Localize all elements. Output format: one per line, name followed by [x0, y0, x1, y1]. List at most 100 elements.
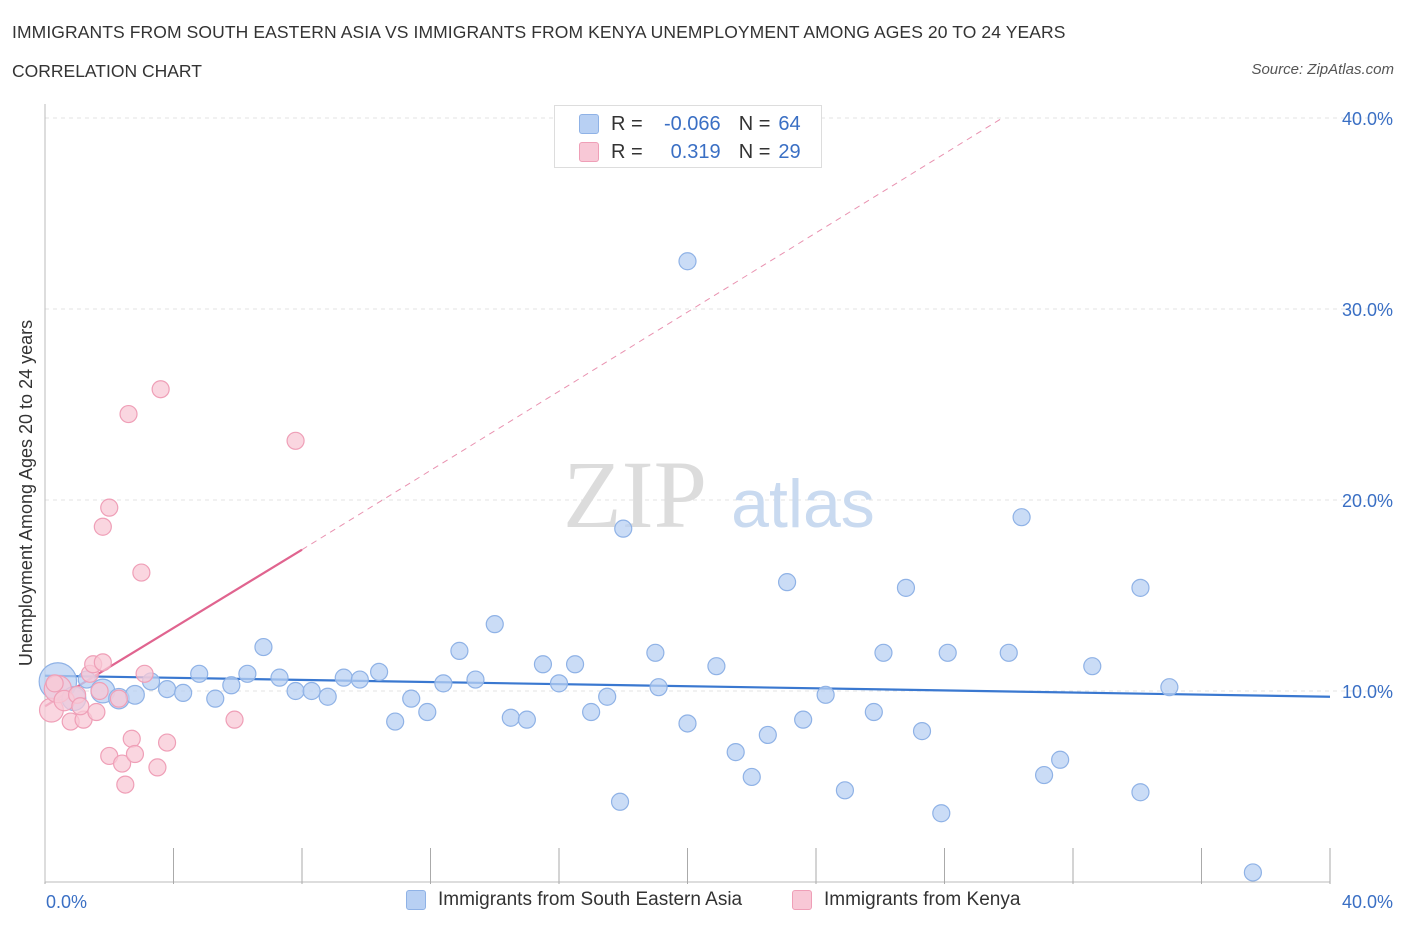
point-south-eastern-asia — [726, 743, 745, 762]
point-south-eastern-asia — [777, 573, 797, 592]
point-south-eastern-asia — [742, 767, 761, 787]
point-south-eastern-asia — [1012, 508, 1031, 527]
legend-n-label: N = — [738, 112, 771, 135]
point-south-eastern-asia — [286, 681, 305, 701]
watermark-zip: ZIP — [563, 441, 707, 548]
data-points — [38, 252, 1263, 882]
point-kenya — [148, 758, 167, 777]
trend-extension-kenya — [301, 117, 1003, 551]
point-south-eastern-asia — [678, 714, 697, 733]
legend-item-kenya: Immigrants from Kenya — [792, 889, 1020, 911]
point-south-eastern-asia — [157, 679, 177, 699]
point-south-eastern-asia — [1131, 783, 1150, 802]
y-tick-label: 40.0% — [1342, 109, 1393, 129]
point-south-eastern-asia — [434, 674, 453, 693]
legend-r-value: 0.319 — [670, 140, 721, 163]
point-south-eastern-asia — [124, 684, 145, 705]
legend-row-south-eastern-asia: R = -0.066 N = 64 — [579, 112, 801, 136]
point-south-eastern-asia — [206, 689, 225, 708]
legend-swatch-blue — [579, 114, 599, 134]
tick-labels: 10.0% 20.0% 30.0% 40.0% 0.0% 40.0% — [46, 109, 1393, 912]
point-south-eastern-asia — [896, 578, 916, 597]
trend-lines — [44, 117, 1331, 708]
point-south-eastern-asia — [386, 712, 405, 731]
legend-row-kenya: R = 0.319 N = 29 — [579, 140, 801, 164]
y-tick-label: 20.0% — [1342, 491, 1393, 511]
point-south-eastern-asia — [466, 670, 485, 689]
point-south-eastern-asia — [174, 683, 193, 703]
point-kenya — [119, 404, 138, 424]
point-south-eastern-asia — [1160, 678, 1179, 697]
point-kenya — [93, 517, 112, 536]
point-south-eastern-asia — [598, 687, 617, 706]
trend-line-south-eastern-asia — [44, 674, 1331, 698]
point-south-eastern-asia — [485, 615, 504, 634]
point-south-eastern-asia — [370, 662, 389, 682]
point-kenya — [100, 498, 119, 517]
watermark: ZIP atlas — [563, 441, 875, 548]
legend-n-value: 64 — [778, 112, 801, 135]
point-south-eastern-asia — [1034, 765, 1054, 785]
point-kenya — [71, 697, 90, 716]
legend-label-south-eastern-asia: Immigrants from South Eastern Asia — [438, 889, 743, 910]
legend-n-label: N = — [738, 140, 771, 163]
point-kenya — [132, 563, 151, 582]
point-kenya — [109, 689, 128, 708]
point-south-eastern-asia — [517, 710, 536, 729]
x-tick-label: 40.0% — [1342, 892, 1393, 912]
point-south-eastern-asia — [758, 725, 777, 745]
point-kenya — [93, 653, 112, 672]
point-kenya — [90, 681, 109, 701]
point-south-eastern-asia — [864, 702, 883, 722]
point-south-eastern-asia — [582, 702, 601, 722]
legend-swatch-blue — [406, 890, 426, 910]
axes — [44, 104, 1331, 884]
point-south-eastern-asia — [190, 664, 209, 683]
y-axis-label: Unemployment Among Ages 20 to 24 years — [16, 320, 36, 666]
point-south-eastern-asia — [238, 664, 257, 683]
point-south-eastern-asia — [1243, 863, 1263, 882]
point-south-eastern-asia — [501, 708, 520, 727]
point-kenya — [112, 754, 132, 773]
point-kenya — [135, 664, 154, 683]
point-south-eastern-asia — [318, 687, 337, 706]
point-south-eastern-asia — [610, 792, 630, 811]
legend-item-south-eastern-asia: Immigrants from South Eastern Asia — [406, 889, 742, 911]
point-south-eastern-asia — [334, 668, 353, 687]
point-south-eastern-asia — [999, 643, 1018, 662]
grid-lines — [45, 117, 1392, 692]
point-south-eastern-asia — [418, 702, 437, 722]
legend-r-label: R = — [611, 140, 643, 163]
point-south-eastern-asia — [835, 781, 855, 800]
point-south-eastern-asia — [1083, 657, 1102, 676]
point-south-eastern-asia — [816, 685, 835, 704]
point-south-eastern-asia — [450, 641, 469, 660]
point-south-eastern-asia — [614, 519, 633, 538]
legend-swatch-pink — [579, 142, 599, 162]
point-kenya — [151, 380, 170, 399]
point-south-eastern-asia — [874, 643, 893, 662]
point-south-eastern-asia — [533, 655, 553, 674]
legend-r-label: R = — [611, 112, 643, 135]
point-kenya — [122, 729, 141, 748]
point-south-eastern-asia — [794, 710, 813, 729]
point-south-eastern-asia — [912, 722, 932, 741]
point-kenya — [157, 733, 177, 752]
point-south-eastern-asia — [402, 689, 421, 708]
chart-title: IMMIGRANTS FROM SOUTH EASTERN ASIA VS IM… — [12, 22, 1066, 42]
point-south-eastern-asia — [649, 678, 668, 697]
legend-swatch-pink — [792, 890, 812, 910]
chart-subtitle: CORRELATION CHART — [12, 61, 202, 81]
point-south-eastern-asia — [549, 674, 569, 693]
point-south-eastern-asia — [1131, 578, 1150, 597]
point-kenya — [225, 710, 244, 729]
point-south-eastern-asia — [678, 252, 697, 271]
point-south-eastern-asia — [270, 668, 289, 687]
point-south-eastern-asia — [938, 643, 957, 662]
point-kenya — [125, 744, 145, 764]
legend-r-value: -0.066 — [663, 112, 721, 135]
point-kenya — [116, 775, 135, 794]
point-kenya — [286, 431, 305, 450]
watermark-atlas: atlas — [731, 466, 875, 542]
